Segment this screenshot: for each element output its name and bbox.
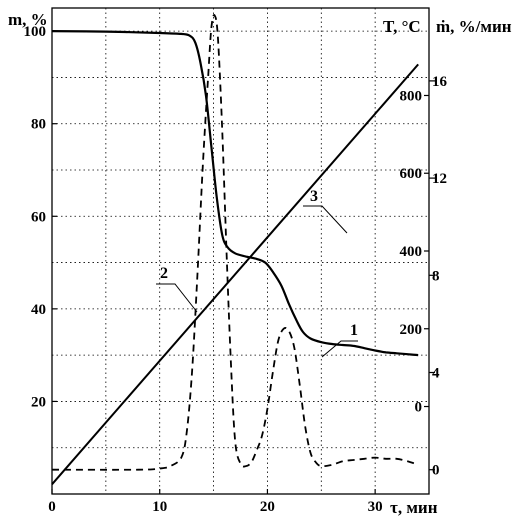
y-tick-label-rate: 4 [432, 366, 440, 382]
grid [52, 8, 429, 494]
x-tick-label: 10 [152, 499, 167, 515]
y-axis-title-mass: m, % [8, 10, 48, 29]
y-tick-label-temperature: 0 [415, 400, 423, 416]
series-3-label: 3 [310, 188, 318, 205]
axis-titles: m, % T, °C ṁ, %/мин τ, мин [8, 10, 512, 517]
series-2-line [51, 14, 419, 471]
y-tick-label-temperature: 800 [400, 88, 423, 104]
plot-frame [51, 7, 430, 495]
curve-leader-lines [156, 205, 358, 358]
y-tick-label-mass: 20 [31, 394, 46, 410]
y-tick-label-mass: 60 [31, 209, 46, 225]
series-2-label: 2 [160, 265, 168, 282]
leader-line-2 [156, 283, 198, 313]
series-3-line [51, 63, 419, 485]
y-tick-label-rate: 8 [432, 268, 440, 284]
y-tick-label-rate: 12 [432, 171, 447, 187]
series-group [51, 14, 419, 485]
y-tick-label-temperature: 600 [400, 166, 423, 182]
y-axis-title-rate: ṁ, %/мин [436, 17, 512, 36]
leader-line-1 [321, 340, 358, 358]
y-tick-label-mass: 100 [24, 24, 47, 40]
x-tick-label: 20 [260, 499, 275, 515]
x-tick-label: 0 [48, 499, 56, 515]
series-1-line [51, 30, 419, 357]
y-tick-label-mass: 40 [31, 302, 46, 318]
y-tick-label-temperature: 200 [400, 322, 423, 338]
leader-line-3 [303, 205, 348, 234]
x-axis-title: τ, мин [390, 498, 438, 517]
curve-labels: 1 2 3 [160, 188, 358, 339]
y-tick-label-temperature: 400 [400, 244, 423, 260]
y-tick-label-rate: 0 [432, 463, 440, 479]
x-tick-label: 30 [368, 499, 383, 515]
y-tick-label-rate: 16 [432, 74, 448, 90]
y-axis-title-temperature: T, °C [383, 17, 421, 36]
y-tick-label-mass: 80 [31, 117, 46, 133]
series-1-label: 1 [350, 322, 358, 339]
